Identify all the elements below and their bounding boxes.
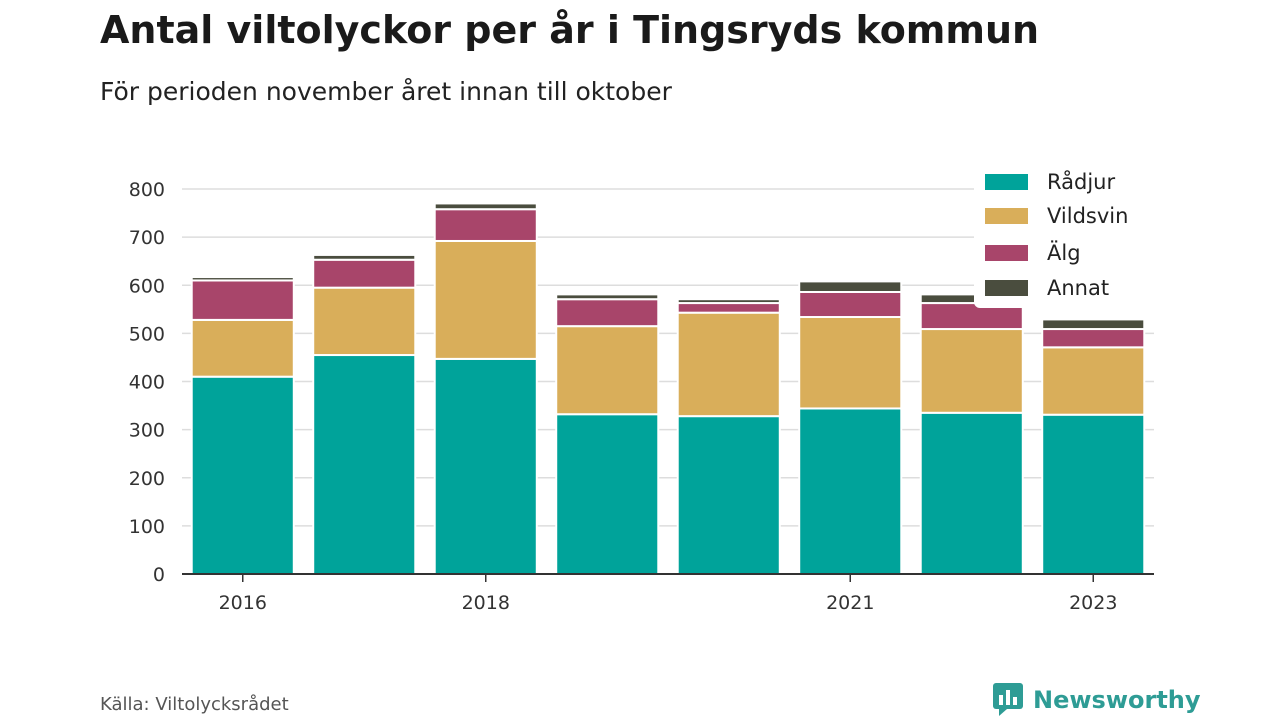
legend-swatch bbox=[985, 245, 1028, 261]
bar-segment-vildsvin bbox=[676, 311, 781, 418]
bar-segment-annat bbox=[1041, 318, 1146, 331]
brand-logo: Newsworthy bbox=[993, 683, 1201, 717]
bar-segment-älg bbox=[433, 208, 538, 242]
x-tick-label: 2016 bbox=[219, 592, 267, 614]
bar-segment-rådjur bbox=[1041, 413, 1146, 575]
bar-segment-älg bbox=[1041, 328, 1146, 349]
legend-swatch bbox=[985, 208, 1028, 224]
legend-label: Rådjur bbox=[1047, 169, 1115, 194]
y-tick-label: 200 bbox=[129, 468, 165, 490]
legend-swatch bbox=[985, 174, 1028, 190]
y-tick-label: 600 bbox=[129, 275, 165, 297]
bar-chart-bubble-icon bbox=[993, 683, 1023, 716]
bar-segment-annat bbox=[433, 202, 538, 211]
bar-segment-annat bbox=[555, 293, 660, 301]
y-tick-label: 700 bbox=[129, 227, 165, 249]
y-tick-label: 500 bbox=[129, 323, 165, 345]
legend-swatch bbox=[985, 280, 1028, 296]
legend: Rådjur Vildsvin Älg Annat bbox=[974, 165, 1164, 308]
legend-label: Annat bbox=[1047, 276, 1109, 300]
y-tick-label: 300 bbox=[129, 420, 165, 442]
bar-segment-älg bbox=[190, 279, 295, 321]
bar-segment-älg bbox=[798, 290, 903, 319]
bar-segment-rådjur bbox=[433, 357, 538, 575]
bar-segment-rådjur bbox=[190, 375, 295, 575]
y-axis: 0 100 200 300 400 500 600 700 800 bbox=[129, 179, 165, 586]
bar-segment-älg bbox=[555, 298, 660, 328]
bar-segment-rådjur bbox=[919, 411, 1024, 575]
bar-segment-vildsvin bbox=[190, 318, 295, 378]
legend-label: Älg bbox=[1047, 240, 1081, 265]
x-tick-label: 2021 bbox=[826, 592, 874, 614]
bar-segment-älg bbox=[312, 258, 417, 289]
bar-segment-rådjur bbox=[312, 354, 417, 575]
bar-segment-rådjur bbox=[798, 407, 903, 576]
y-tick-label: 100 bbox=[129, 516, 165, 538]
y-tick-label: 800 bbox=[129, 179, 165, 201]
bar-segment-vildsvin bbox=[798, 316, 903, 410]
bar-segment-vildsvin bbox=[1041, 346, 1146, 416]
brand-name: Newsworthy bbox=[1033, 686, 1201, 714]
bar-segment-annat bbox=[190, 276, 295, 282]
bar-segment-rådjur bbox=[676, 415, 781, 575]
legend-box bbox=[974, 165, 1164, 308]
bar-segment-vildsvin bbox=[555, 325, 660, 416]
x-tick-label: 2018 bbox=[462, 592, 510, 614]
legend-label: Vildsvin bbox=[1047, 204, 1128, 228]
chart-subtitle: För perioden november året innan till ok… bbox=[100, 77, 672, 106]
bars bbox=[190, 202, 1146, 576]
y-tick-label: 0 bbox=[153, 564, 165, 586]
bar-segment-älg bbox=[676, 302, 781, 314]
bar-segment-annat bbox=[798, 280, 903, 293]
x-axis: 2016 2018 2021 2023 bbox=[182, 573, 1154, 614]
bar-segment-annat bbox=[312, 253, 417, 261]
source-note: Källa: Viltolycksrådet bbox=[100, 694, 289, 715]
y-tick-label: 400 bbox=[129, 372, 165, 394]
bar-segment-rådjur bbox=[555, 413, 660, 575]
bar-segment-vildsvin bbox=[433, 239, 538, 360]
bar-segment-vildsvin bbox=[919, 328, 1024, 414]
chart-title: Antal viltolyckor per år i Tingsryds kom… bbox=[100, 8, 1040, 52]
x-tick-label: 2023 bbox=[1069, 592, 1117, 614]
bar-segment-annat bbox=[676, 298, 781, 305]
bar-segment-vildsvin bbox=[312, 286, 417, 357]
